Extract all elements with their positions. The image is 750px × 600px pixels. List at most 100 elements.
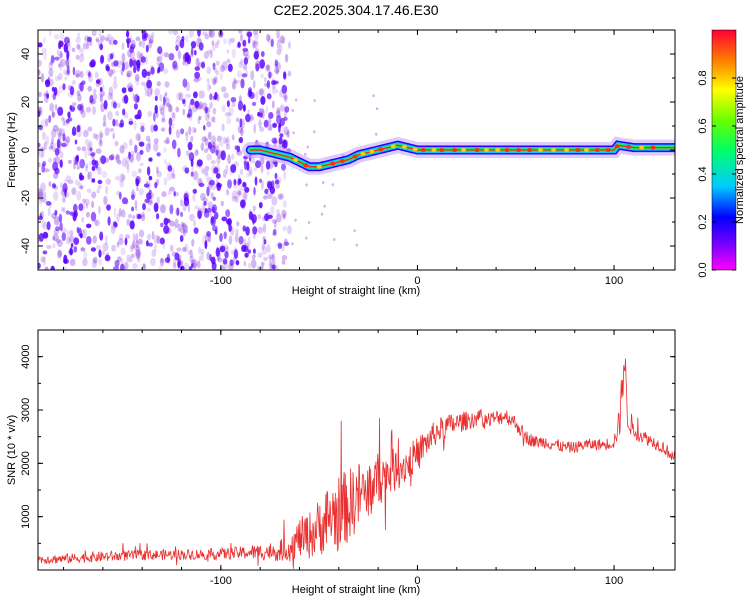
- noise-speckle: [131, 206, 135, 212]
- noise-speckle: [130, 57, 137, 66]
- noise-speckle: [255, 160, 261, 169]
- noise-speckle: [231, 190, 238, 200]
- noise-speckle: [46, 244, 52, 249]
- noise-speckle: [76, 226, 80, 234]
- noise-speckle: [214, 91, 218, 101]
- noise-speckle: [185, 132, 189, 142]
- noise-speckle: [190, 41, 197, 49]
- noise-speckle: [141, 68, 148, 78]
- noise-speckle: [54, 75, 61, 82]
- noise-speckle: [38, 70, 41, 75]
- noise-speckle: [113, 221, 117, 227]
- noise-speckle: [132, 215, 135, 220]
- noise-speckle: [123, 61, 129, 70]
- noise-speckle: [220, 200, 224, 207]
- noise-speckle: [191, 104, 198, 113]
- noise-speckle: [211, 204, 217, 214]
- noise-speckle: [43, 141, 48, 150]
- noise-speckle: [190, 40, 197, 49]
- noise-speckle: [57, 250, 63, 257]
- noise-speckle: [244, 252, 249, 258]
- noise-speckle: [189, 255, 195, 263]
- noise-speckle: [230, 250, 237, 255]
- noise-speckle: [87, 150, 91, 157]
- noise-speckle: [114, 176, 119, 181]
- noise-speckle: [80, 47, 84, 57]
- noise-speckle: [95, 133, 99, 141]
- noise-speckle: [102, 250, 105, 256]
- noise-speckle: [278, 123, 282, 128]
- noise-speckle: [177, 223, 182, 232]
- noise-speckle: [153, 243, 157, 252]
- noise-speckle: [208, 181, 212, 191]
- snr-series-line: [38, 358, 675, 569]
- noise-speckle: [118, 208, 122, 217]
- noise-speckle: [40, 182, 46, 192]
- noise-speckle: [128, 118, 134, 125]
- noise-speckle: [80, 247, 86, 252]
- noise-speckle: [236, 79, 241, 84]
- noise-speckle: [268, 71, 272, 79]
- noise-speckle: [190, 98, 195, 106]
- noise-speckle: [248, 262, 251, 269]
- noise-speckle: [100, 54, 105, 64]
- noise-speckle: [40, 73, 45, 83]
- noise-speckle: [276, 176, 282, 184]
- noise-speckle: [236, 70, 242, 78]
- noise-speckle: [38, 42, 43, 48]
- noise-speckle: [200, 142, 205, 152]
- noise-speckle: [220, 244, 226, 251]
- noise-speckle: [151, 230, 155, 240]
- noise-speckle: [129, 220, 135, 230]
- noise-speckle: [265, 33, 271, 42]
- noise-speckle: [78, 53, 85, 63]
- noise-speckle: [66, 118, 70, 124]
- noise-speckle: [98, 259, 102, 266]
- noise-speckle: [267, 181, 273, 191]
- signal-peak: [360, 151, 366, 156]
- noise-speckle: [226, 246, 229, 253]
- noise-speckle: [77, 104, 83, 111]
- noise-speckle: [123, 261, 129, 270]
- noise-speckle: [137, 109, 142, 120]
- noise-speckle: [124, 234, 131, 240]
- noise-speckle: [185, 35, 189, 43]
- noise-speckle: [115, 153, 120, 161]
- noise-speckle: [66, 229, 70, 237]
- noise-speckle: [143, 183, 150, 188]
- noise-speckle: [137, 255, 141, 263]
- noise-speckle: [54, 33, 60, 40]
- noise-speckle: [260, 51, 265, 57]
- noise-speckle: [283, 126, 289, 136]
- noise-speckle: [149, 39, 154, 44]
- noise-speckle: [253, 167, 257, 172]
- noise-speckle: [48, 115, 52, 123]
- noise-speckle: [43, 197, 47, 203]
- noise-speckle: [72, 66, 76, 76]
- noise-speckle: [104, 127, 110, 136]
- noise-speckle: [246, 161, 250, 171]
- noise-speckle: [175, 106, 180, 113]
- noise-speckle: [115, 154, 120, 163]
- signal-peak: [390, 144, 396, 149]
- noise-speckle: [66, 64, 70, 75]
- colorbar: 0.0 0.2 0.4 0.6 0.8 Normalized spectral ampl…: [697, 29, 746, 278]
- noise-speckle: [76, 90, 81, 97]
- noise-speckle: [125, 160, 129, 169]
- noise-speckle: [211, 76, 216, 85]
- noise-speckle: [259, 107, 265, 115]
- y-tick-label: 20: [20, 96, 32, 108]
- noise-speckle: [188, 265, 192, 270]
- noise-speckle: [118, 123, 124, 128]
- noise-speckle: [95, 166, 100, 171]
- noise-speckle: [280, 104, 285, 112]
- signal-peak: [461, 148, 466, 152]
- x-tick-label: 0: [414, 275, 420, 287]
- noise-speckle: [252, 226, 258, 235]
- noise-speckle: [271, 218, 278, 224]
- noise-speckle: [279, 133, 284, 138]
- noise-speckle: [234, 79, 238, 85]
- noise-speckle: [249, 116, 255, 121]
- noise-speckle: [129, 256, 134, 263]
- noise-speckle: [57, 106, 64, 117]
